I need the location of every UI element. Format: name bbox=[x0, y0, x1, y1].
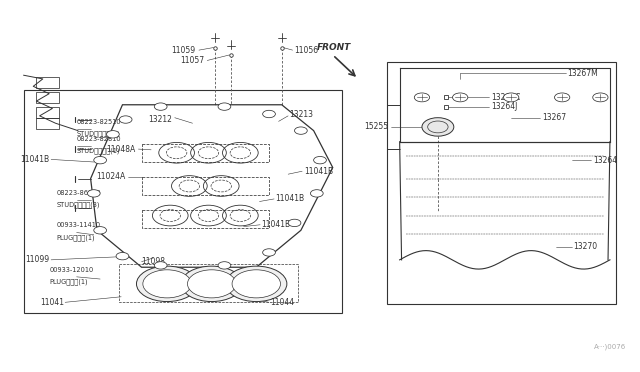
Text: 13270: 13270 bbox=[573, 243, 598, 251]
Circle shape bbox=[136, 266, 198, 302]
Circle shape bbox=[504, 93, 519, 102]
Circle shape bbox=[181, 266, 243, 302]
Text: 15255: 15255 bbox=[365, 122, 389, 131]
Text: 13267: 13267 bbox=[541, 113, 566, 122]
Text: 08223-82810: 08223-82810 bbox=[77, 136, 121, 142]
Text: 08223-86010: 08223-86010 bbox=[57, 190, 102, 196]
Circle shape bbox=[116, 253, 129, 260]
Circle shape bbox=[452, 93, 468, 102]
Circle shape bbox=[94, 227, 106, 234]
Text: 13264C: 13264C bbox=[491, 93, 520, 102]
Circle shape bbox=[88, 190, 100, 197]
Circle shape bbox=[154, 103, 167, 110]
Text: 00933-11410: 00933-11410 bbox=[57, 222, 101, 228]
Text: 13213: 13213 bbox=[289, 109, 314, 119]
Text: A···)0076: A···)0076 bbox=[594, 344, 626, 350]
Circle shape bbox=[119, 116, 132, 123]
Bar bbox=[387, 62, 616, 304]
Circle shape bbox=[106, 131, 119, 138]
Text: STUDスタッド(6): STUDスタッド(6) bbox=[77, 131, 120, 137]
Text: 11044: 11044 bbox=[270, 298, 294, 307]
Circle shape bbox=[232, 270, 280, 298]
Circle shape bbox=[262, 110, 275, 118]
Circle shape bbox=[310, 190, 323, 197]
Circle shape bbox=[422, 118, 454, 136]
Circle shape bbox=[188, 270, 236, 298]
Text: 11041: 11041 bbox=[40, 298, 64, 307]
Circle shape bbox=[218, 103, 231, 110]
Circle shape bbox=[226, 266, 287, 302]
Text: STUDスタッド(3): STUDスタッド(3) bbox=[57, 202, 100, 208]
Text: 00933-12010: 00933-12010 bbox=[49, 267, 93, 273]
Circle shape bbox=[554, 93, 570, 102]
Text: 11041B: 11041B bbox=[304, 167, 333, 176]
Text: 11056: 11056 bbox=[294, 46, 319, 55]
Text: 11098: 11098 bbox=[141, 257, 166, 266]
Text: PLUGプラグ(1): PLUGプラグ(1) bbox=[57, 234, 95, 241]
Circle shape bbox=[294, 127, 307, 134]
Text: 13267M: 13267M bbox=[567, 69, 598, 78]
Text: 11041B: 11041B bbox=[275, 195, 305, 203]
Text: PLUGプラグ(1): PLUGプラグ(1) bbox=[49, 278, 88, 285]
Text: 11041B: 11041B bbox=[20, 155, 49, 164]
Text: 11024A: 11024A bbox=[97, 172, 125, 181]
Circle shape bbox=[154, 262, 167, 269]
Bar bbox=[24, 90, 342, 313]
Text: 08223-82510: 08223-82510 bbox=[77, 119, 121, 125]
Text: 11059: 11059 bbox=[172, 46, 196, 55]
Text: 13264J: 13264J bbox=[491, 102, 517, 111]
Text: 13264: 13264 bbox=[593, 155, 617, 165]
Circle shape bbox=[314, 157, 326, 164]
Text: 13212: 13212 bbox=[148, 115, 172, 124]
Circle shape bbox=[262, 249, 275, 256]
Text: 11057: 11057 bbox=[180, 56, 204, 65]
Circle shape bbox=[593, 93, 608, 102]
Text: FRONT: FRONT bbox=[317, 43, 351, 52]
Circle shape bbox=[94, 157, 106, 164]
Text: 11048A: 11048A bbox=[106, 145, 135, 154]
Circle shape bbox=[288, 219, 301, 227]
Circle shape bbox=[414, 93, 429, 102]
Text: 11041B: 11041B bbox=[261, 220, 291, 229]
Text: 11099: 11099 bbox=[25, 255, 49, 264]
Text: STUDスタッド(1): STUDスタッド(1) bbox=[77, 147, 120, 154]
Circle shape bbox=[143, 270, 191, 298]
Circle shape bbox=[218, 262, 231, 269]
